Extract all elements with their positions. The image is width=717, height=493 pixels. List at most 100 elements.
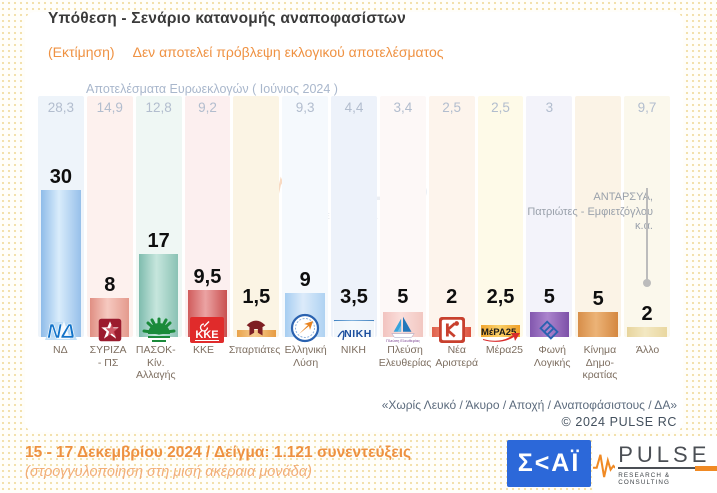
party-column: 5 (575, 96, 622, 337)
annotation-line-3: κ.ά. (635, 220, 653, 232)
party-logo-icon: ΝΔ (38, 313, 84, 343)
bar-area: 9 (282, 120, 328, 343)
svg-text:ΝΔ: ΝΔ (47, 321, 75, 343)
party-logo-icon: KKE (185, 317, 231, 343)
euro-result-value: 2,5 (491, 100, 510, 115)
svg-text:ΝΙΚΗ: ΝΙΚΗ (344, 328, 372, 340)
party-logo-icon (526, 319, 572, 343)
bar-value-label: 17 (147, 230, 170, 252)
svg-text:MέPA25: MέPA25 (481, 327, 517, 338)
bar-area: 9,5 KKE (185, 120, 231, 343)
party-bar (236, 330, 276, 337)
euro-result-value: 9,2 (198, 100, 217, 115)
bar-value-label: 2 (446, 286, 458, 308)
bar-value-label: 9 (299, 269, 311, 291)
allo-annotation: ΑΝΤΑΡΣΥΑ, Πατριώτες - Εμφιετζόγλου κ.ά. (483, 190, 653, 234)
bar-area: 3,5 ΝΙΚΗ (331, 120, 377, 343)
party-label: Φωνή Λογικής (533, 344, 571, 369)
party-labels-row: ΝΔ ΣΥΡΙΖΑ - ΠΣ ΠΑΣΟΚ-Κίν. Αλλαγής ΚΚΕ Σπαρτιάτ… (38, 344, 670, 382)
pulse-logo-tag (695, 465, 717, 471)
page-title: Υπόθεση - Σενάριο κατανομής αναποφασίστω… (48, 10, 406, 27)
party-bar (480, 325, 521, 337)
party-label: Μέρα25 (485, 344, 524, 356)
party-column: 9,2 9,5 KKE (184, 96, 231, 343)
euro-results-header: Αποτελέσματα Ευρωεκλογών ( Ιούνιος 2024 … (86, 82, 338, 96)
party-column: 12,8 17 (135, 96, 182, 342)
party-logo-icon: ΝΙΚΗ (331, 321, 377, 343)
party-label: Ελληνική Λύση (284, 344, 327, 369)
bar-area: 5 (526, 120, 572, 340)
party-label: Σπαρτιάτες (228, 344, 281, 356)
euro-result-value: 9,7 (637, 100, 657, 115)
euro-result-value: 3,4 (393, 100, 413, 115)
bar-area: 1,5 (233, 120, 279, 337)
bar-area: 5 Πλεύση Ελευθερίας (380, 120, 426, 343)
bar-value-label: 5 (543, 286, 555, 308)
annotation-line-2: Πατριώτες - Εμφιετζόγλου (527, 205, 653, 218)
copyright-note: © 2024 PULSE RC (561, 415, 677, 429)
euro-result-value: 12,8 (145, 100, 172, 115)
bar-value-label: 1,5 (242, 286, 271, 308)
bar-value-label: 3,5 (340, 286, 368, 308)
party-bar (41, 190, 81, 337)
skai-logo-text: Σ<ΑΪ (517, 449, 581, 477)
party-logo-icon: MέPA25 (478, 323, 524, 343)
party-label: Κίνημα Δημο-κρατίας (582, 344, 618, 381)
subtitle-disclaimer: Δεν αποτελεί πρόβλεψη εκλογικού αποτελέσ… (132, 44, 444, 60)
bar-value-label: 30 (49, 166, 73, 188)
party-label: Νέα Αριστερά (435, 344, 479, 369)
party-label: ΝΔ (53, 344, 68, 356)
bar-value-label: 9,5 (193, 266, 222, 288)
bar-area: 2 (624, 120, 670, 337)
party-label: Πλεύση Ελευθερίας (378, 344, 432, 369)
party-logo-icon (136, 315, 182, 343)
party-label: ΣΥΡΙΖΑ - ΠΣ (89, 344, 127, 369)
rounding-note: (στρογγυλοποίηση στη μισή ακέραια μονάδα… (25, 464, 312, 480)
party-label: ΝΙΚΗ (340, 344, 366, 356)
bar-area: 17 (136, 120, 182, 342)
euro-result-value (233, 96, 279, 120)
bar-value-label: 2 (641, 303, 653, 325)
pulse-logo: PULSE RESEARCH & CONSULTING (593, 436, 717, 493)
party-logo-icon: Πλεύση Ελευθερίας (380, 313, 426, 343)
euro-result-value: 9,3 (295, 100, 315, 115)
svg-text:KKE: KKE (196, 329, 219, 341)
party-column: 2,5 2 (428, 96, 475, 343)
bar-area: 2,5 MέPA25 (478, 120, 524, 342)
bar-area: 8 (87, 120, 133, 342)
euro-result-value (575, 96, 621, 120)
svg-text:Πλεύση Ελευθερίας: Πλεύση Ελευθερίας (386, 338, 420, 343)
bar-value-label: 8 (104, 274, 116, 296)
euro-result-value: 4,4 (344, 100, 364, 115)
party-column: 3 5 (526, 96, 573, 340)
annotation-line-1: ΑΝΤΑΡΣΥΑ, (593, 191, 653, 203)
euro-result-value: 28,3 (47, 100, 75, 115)
bar-area: 5 (575, 120, 621, 337)
party-bar (627, 327, 667, 337)
euro-result-value: 3 (545, 100, 554, 115)
bar-value-label: 2,5 (486, 286, 515, 308)
euro-result-value: 14,9 (96, 100, 123, 115)
bar-value-label: 5 (592, 288, 604, 310)
party-logo-icon (282, 313, 328, 343)
party-bar (383, 312, 423, 337)
annotation-connector-line (646, 188, 648, 283)
page-subtitle: (Εκτίμηση) Δεν αποτελεί πρόβλεψη εκλογικο… (48, 44, 444, 60)
party-column: 1,5 (233, 96, 280, 337)
exclusions-footnote: «Χωρίς Λευκό / Άκυρο / Αποχή / Αναποφάσι… (381, 398, 677, 412)
fieldwork-sample-text: 15 - 17 Δεκεμβρίου 2024 / Δείγμα: 1.121 … (25, 444, 412, 461)
pulse-waveform-icon (593, 454, 616, 477)
party-label: Άλλο (636, 344, 660, 356)
skai-logo: Σ<ΑΪ (507, 440, 591, 487)
party-bar (578, 312, 618, 337)
bar-area: 30 ΝΔ (38, 120, 84, 343)
bar-area: 2 (429, 120, 475, 343)
party-label: ΠΑΣΟΚ-Κίν. Αλλαγής (135, 344, 176, 381)
party-logo-icon (233, 315, 279, 343)
subtitle-estimate-label: (Εκτίμηση) (48, 44, 115, 60)
party-column: 9,3 9 (282, 96, 329, 343)
party-column: 2,5 2,5 MέPA25 (477, 96, 524, 342)
party-column: 14,9 8 (86, 96, 133, 342)
bar-value-label: 5 (397, 286, 409, 308)
